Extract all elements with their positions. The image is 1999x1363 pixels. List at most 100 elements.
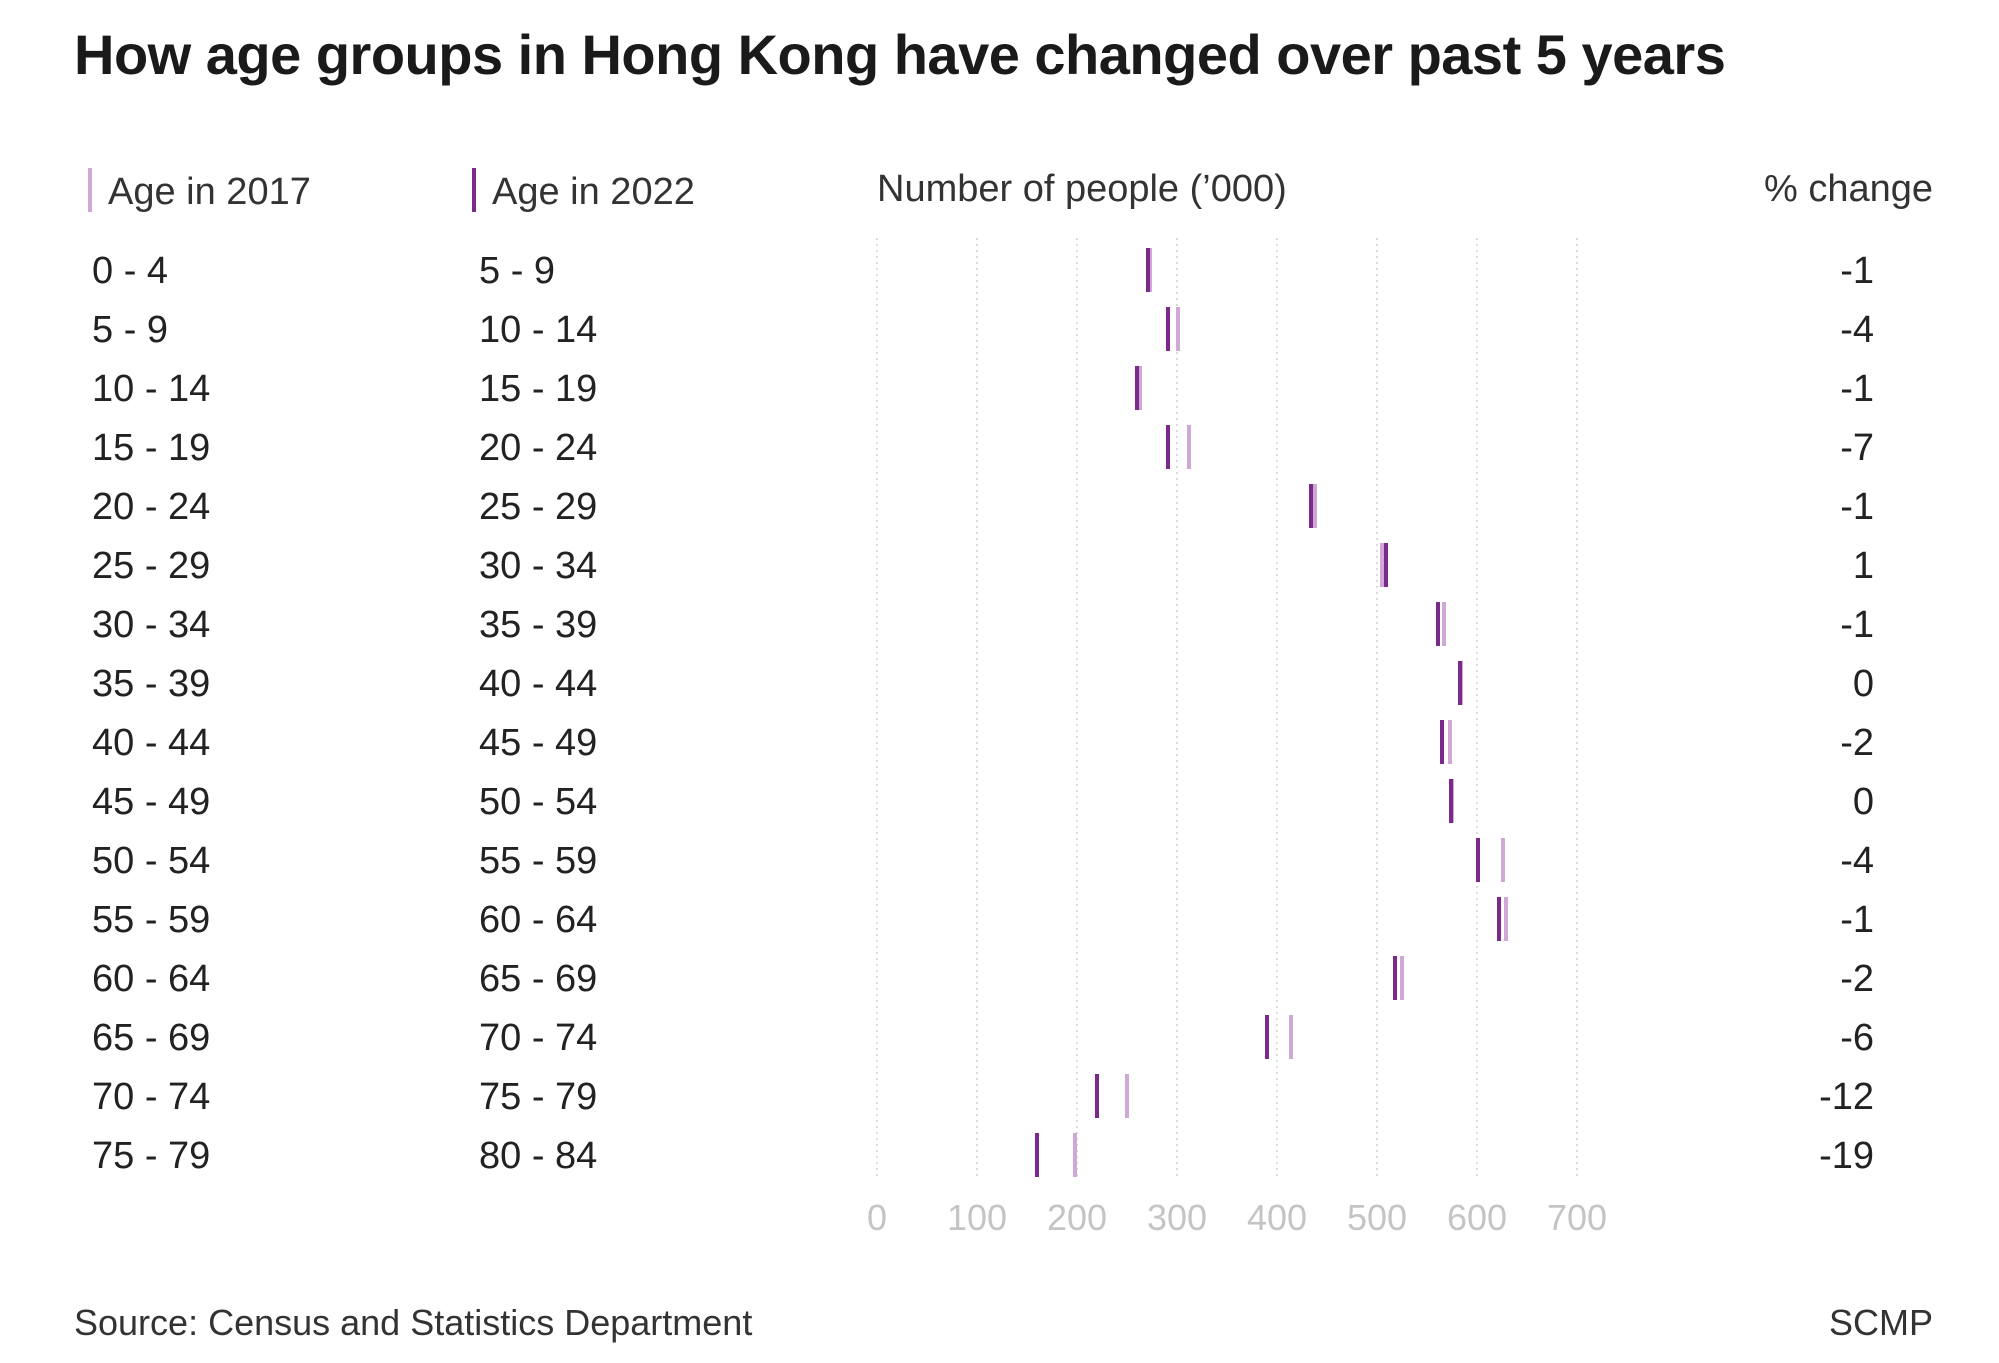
age-2022-label: 35 - 39 [479,604,597,646]
mark-2017 [1176,307,1180,351]
legend-swatch-2017 [88,168,92,212]
mark-2022 [1166,425,1170,469]
table-row: 30 - 34 35 - 39 -1 [92,602,1874,646]
column-header-number: Number of people (’000) [877,168,1287,210]
pct-change-value: -12 [1819,1076,1874,1118]
mark-2022 [1449,779,1453,823]
age-2022-label: 55 - 59 [479,840,597,882]
chart-rows: 0 - 4 5 - 9 -1 5 - 9 10 - 14 -4 10 - 14 15 - 19… [92,248,1874,1177]
mark-2022 [1393,956,1397,1000]
table-row: 65 - 69 70 - 74 -6 [92,1015,1874,1059]
pct-change-value: -1 [1840,486,1874,528]
pct-change-value: 0 [1853,663,1874,705]
mark-2017 [1073,1133,1077,1177]
age-2017-label: 70 - 74 [92,1076,210,1118]
age-2017-label: 25 - 29 [92,545,210,587]
age-2022-label: 10 - 14 [479,309,597,351]
x-tick-label: 400 [1247,1197,1307,1238]
table-row: 70 - 74 75 - 79 -12 [92,1074,1874,1118]
mark-2017 [1289,1015,1293,1059]
age-2022-label: 30 - 34 [479,545,597,587]
mark-2017 [1125,1074,1129,1118]
table-row: 10 - 14 15 - 19 -1 [92,366,1874,410]
pct-change-value: -1 [1840,368,1874,410]
mark-2022 [1476,838,1480,882]
age-2022-label: 75 - 79 [479,1076,597,1118]
mark-2022 [1135,366,1139,410]
age-2017-label: 15 - 19 [92,427,210,469]
chart-title: How age groups in Hong Kong have changed… [74,23,1726,86]
mark-2022 [1384,543,1388,587]
x-tick-label: 500 [1347,1197,1407,1238]
pct-change-value: -6 [1840,1017,1874,1059]
mark-2022 [1440,720,1444,764]
mark-2017 [1504,897,1508,941]
age-2017-label: 55 - 59 [92,899,210,941]
table-row: 40 - 44 45 - 49 -2 [92,720,1874,764]
column-header-pct-change: % change [1763,168,1933,210]
age-2017-label: 65 - 69 [92,1017,210,1059]
mark-2017 [1442,602,1446,646]
age-2017-label: 60 - 64 [92,958,210,1000]
age-2022-label: 60 - 64 [479,899,597,941]
x-tick-label: 100 [947,1197,1007,1238]
age-2017-label: 50 - 54 [92,840,210,882]
table-row: 45 - 49 50 - 54 0 [92,779,1874,823]
mark-2017 [1380,543,1384,587]
mark-2022 [1458,661,1462,705]
age-2022-label: 15 - 19 [479,368,597,410]
age-2017-label: 75 - 79 [92,1135,210,1177]
table-row: 55 - 59 60 - 64 -1 [92,897,1874,941]
table-row: 25 - 29 30 - 34 1 [92,543,1874,587]
x-tick-label: 300 [1147,1197,1207,1238]
column-header-age-2017-label: Age in 2017 [108,171,311,213]
x-tick-label: 200 [1047,1197,1107,1238]
mark-2022 [1146,248,1150,292]
x-tick-label: 600 [1447,1197,1507,1238]
credit-label: SCMP [1828,1302,1933,1343]
column-header-age-2022-label: Age in 2022 [492,171,695,213]
column-header-age-2022: Age in 2022 [472,168,695,214]
pct-change-value: -1 [1840,604,1874,646]
mark-2022 [1095,1074,1099,1118]
age-2022-label: 80 - 84 [479,1135,597,1177]
legend-swatch-2022 [472,168,476,212]
dot-plot-chart: 0 - 4 5 - 9 -1 5 - 9 10 - 14 -4 10 - 14 15 - 19… [92,238,1874,1238]
table-row: 60 - 64 65 - 69 -2 [92,956,1874,1000]
age-2022-label: 50 - 54 [479,781,597,823]
age-2022-label: 5 - 9 [479,250,555,292]
mark-2017 [1400,956,1404,1000]
x-tick-label: 0 [867,1197,887,1238]
mark-2022 [1497,897,1501,941]
pct-change-value: -2 [1840,722,1874,764]
grid-lines [876,238,1578,1180]
pct-change-value: -7 [1840,427,1874,469]
pct-change-value: -4 [1840,840,1874,882]
age-2017-label: 30 - 34 [92,604,210,646]
column-header-age-2017: Age in 2017 [88,168,311,214]
pct-change-value: -1 [1840,899,1874,941]
age-2022-label: 45 - 49 [479,722,597,764]
age-2017-label: 20 - 24 [92,486,210,528]
age-2022-label: 20 - 24 [479,427,597,469]
table-row: 0 - 4 5 - 9 -1 [92,248,1874,292]
pct-change-value: 1 [1853,545,1874,587]
mark-2022 [1166,307,1170,351]
mark-2017 [1448,720,1452,764]
source-note: Source: Census and Statistics Department [74,1302,753,1343]
age-2022-label: 65 - 69 [479,958,597,1000]
age-2017-label: 35 - 39 [92,663,210,705]
age-2022-label: 40 - 44 [479,663,597,705]
pct-change-value: -4 [1840,309,1874,351]
x-axis-ticks: 0 100 200 300 400 500 600 700 [867,1197,1607,1238]
mark-2022 [1035,1133,1039,1177]
pct-change-value: -19 [1819,1135,1874,1177]
age-2017-label: 40 - 44 [92,722,210,764]
mark-2022 [1436,602,1440,646]
pct-change-value: -1 [1840,250,1874,292]
table-row: 35 - 39 40 - 44 0 [92,661,1874,705]
pct-change-value: 0 [1853,781,1874,823]
mark-2017 [1138,366,1142,410]
mark-2022 [1265,1015,1269,1059]
age-2017-label: 0 - 4 [92,250,168,292]
